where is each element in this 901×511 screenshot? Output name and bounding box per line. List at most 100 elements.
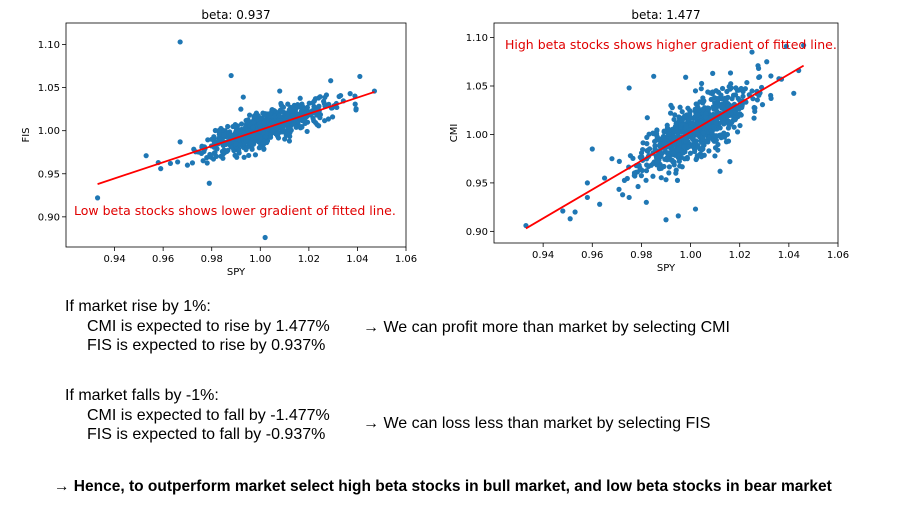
scatter-point (258, 115, 264, 121)
scatter-point (653, 153, 659, 159)
scatter-point (245, 128, 251, 134)
scatter-point (311, 98, 317, 104)
rise-conclusion: → We can profit more than market by sele… (363, 319, 730, 336)
scatter-point (768, 73, 774, 79)
scatter-point (673, 120, 679, 127)
scatter-point (717, 168, 723, 174)
scatter-point (676, 140, 682, 147)
chart-title: beta: 1.477 (631, 8, 700, 22)
chart-annotation: Low beta stocks shows lower gradient of … (74, 203, 396, 218)
scatter-point (301, 118, 307, 124)
scatter-point (221, 132, 227, 138)
scatter-point (237, 142, 243, 148)
scatter-point (714, 104, 720, 110)
scatter-point (681, 144, 687, 150)
scatter-point (200, 158, 206, 164)
scatter-point (347, 91, 353, 97)
scatter-point (663, 177, 669, 183)
x-tick-label: 0.98 (201, 254, 223, 265)
scatter-point (584, 194, 590, 201)
scatter-point (638, 173, 644, 179)
scatter-point (666, 170, 672, 176)
scatter-point (238, 121, 245, 127)
scatter-point (713, 120, 719, 126)
x-tick-label: 1.04 (778, 250, 800, 261)
scatter-point (738, 85, 744, 92)
y-tick-label: 1.10 (38, 40, 60, 51)
scatter-point (158, 166, 164, 172)
scatter-point (94, 195, 101, 201)
scatter-point (690, 120, 696, 126)
scatter-point (700, 136, 706, 142)
fall-cmi-text: CMI is expected to fall by -1.477% (87, 407, 330, 424)
scatter-point (257, 123, 263, 129)
scatter-point (294, 110, 300, 117)
y-tick-label: 0.90 (466, 227, 488, 238)
scatter-point (727, 70, 734, 76)
scatter-point (712, 153, 718, 159)
scatter-point (656, 163, 662, 169)
scatter-point (644, 141, 650, 147)
scatter-point (232, 121, 238, 128)
scatter-point (175, 159, 181, 165)
chart-annotation: High beta stocks shows higher gradient o… (505, 37, 837, 52)
scatter-point (692, 88, 699, 94)
scatter-point (597, 201, 603, 207)
scatter-point (725, 125, 732, 131)
y-tick-label: 0.95 (38, 169, 60, 180)
scatter-point (700, 98, 707, 105)
scatter-point (336, 93, 342, 100)
scatter-point (326, 101, 332, 107)
scatter-point (679, 129, 685, 135)
scatter-point (250, 124, 256, 131)
x-tick-label: 0.94 (103, 254, 125, 265)
scatter-point (269, 119, 276, 125)
scatter-point (713, 88, 719, 94)
scatter-point (791, 90, 797, 96)
scatter-point (728, 81, 734, 87)
scatter-point (329, 114, 336, 120)
scatter-point (284, 130, 291, 136)
scatter-point (733, 85, 739, 91)
scatter-point (712, 145, 719, 151)
x-tick-label: 0.96 (581, 250, 603, 261)
scatter-point (749, 49, 755, 55)
scatter-point (719, 103, 725, 110)
x-axis-label: SPY (657, 263, 676, 274)
rise-cmi-text: CMI is expected to rise by 1.477% (87, 318, 330, 335)
scatter-point (698, 154, 705, 160)
y-tick-label: 1.05 (466, 81, 488, 92)
scatter-point (713, 133, 719, 139)
scatter-point (143, 153, 149, 159)
scatter-point (589, 146, 595, 152)
scatter-point (627, 153, 634, 159)
fall-conclusion: → We can loss less than market by select… (363, 415, 711, 432)
scatter-point (666, 131, 672, 137)
fitted-line (525, 64, 805, 230)
scatter-point (322, 94, 328, 101)
scatter-point (698, 118, 704, 125)
scatter-point (685, 105, 691, 111)
scatter-point (260, 141, 266, 147)
scatter-point (220, 155, 226, 161)
scatter-point (650, 160, 656, 167)
scatter-point (711, 138, 717, 144)
fitted-line (97, 91, 375, 185)
y-tick-label: 1.10 (466, 33, 488, 44)
scatter-point (601, 175, 608, 181)
scatter-point (664, 122, 670, 128)
scatter-point (269, 107, 275, 113)
scatter-point (706, 148, 712, 154)
scatter-point (695, 142, 701, 149)
scatter-point (216, 131, 222, 137)
scatter-point (275, 135, 282, 141)
scatter-point (681, 113, 688, 119)
scatter-point (321, 118, 328, 124)
scatter-point (703, 114, 709, 120)
scatter-point (206, 180, 212, 186)
scatter-point (692, 148, 698, 155)
y-tick-label: 0.90 (38, 212, 60, 223)
scatter-point (754, 97, 761, 103)
summary-text: → Hence, to outperform market select hig… (54, 478, 832, 495)
scatter-point (707, 90, 713, 96)
